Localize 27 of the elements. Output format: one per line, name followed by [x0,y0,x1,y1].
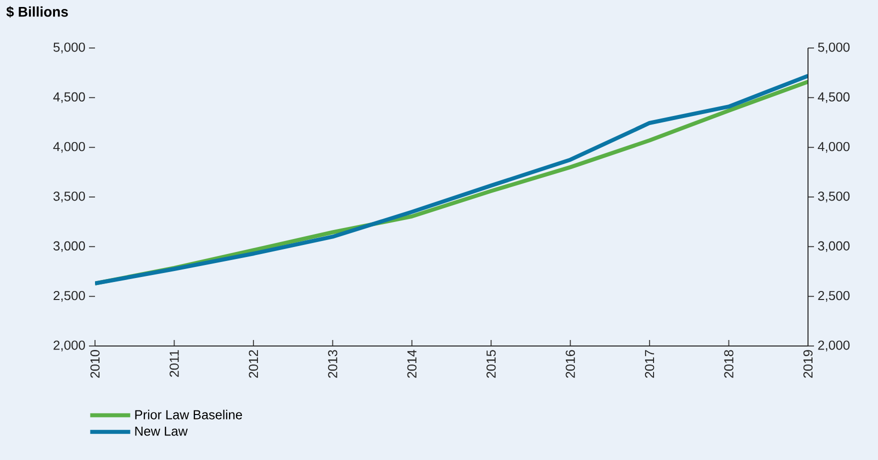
x-tick-label: 2013 [328,350,338,378]
x-tick-label: 2010 [90,350,100,378]
y-tick-label: 4,500 [53,92,85,104]
legend-label: New Law [135,426,188,436]
x-tick-label: 2019 [803,350,813,378]
y-tick-label: 5,000 [53,42,85,54]
x-tick-label: 2014 [407,350,416,378]
x-tick-label: 2016 [566,350,575,378]
x-tick-label: 2011 [170,350,179,377]
y2-tick-label: 5,000 [818,42,850,54]
legend-label: Prior Law Baseline [135,410,242,420]
x-tick-label: 2015 [486,350,496,378]
y-tick-label: 2,000 [54,340,85,352]
y2-tick-label: 3,500 [818,192,850,202]
y-tick-label: 3,000 [53,241,85,252]
y2-tick-label: 4,500 [818,92,850,104]
y-tick-label: 2,500 [54,290,85,302]
y2-tick-label: 3,000 [818,241,850,252]
y-axis-title: $ Billions [6,6,68,18]
y-tick-label: 3,500 [53,192,85,202]
y2-tick-label: 4,000 [818,142,850,153]
x-tick-label: 2018 [724,350,734,378]
x-tick-label: 2017 [644,350,654,378]
y2-tick-label: 2,000 [818,340,850,352]
y2-tick-label: 2,500 [818,290,850,302]
x-tick-label: 2012 [248,350,258,378]
y-tick-label: 4,000 [53,142,85,153]
